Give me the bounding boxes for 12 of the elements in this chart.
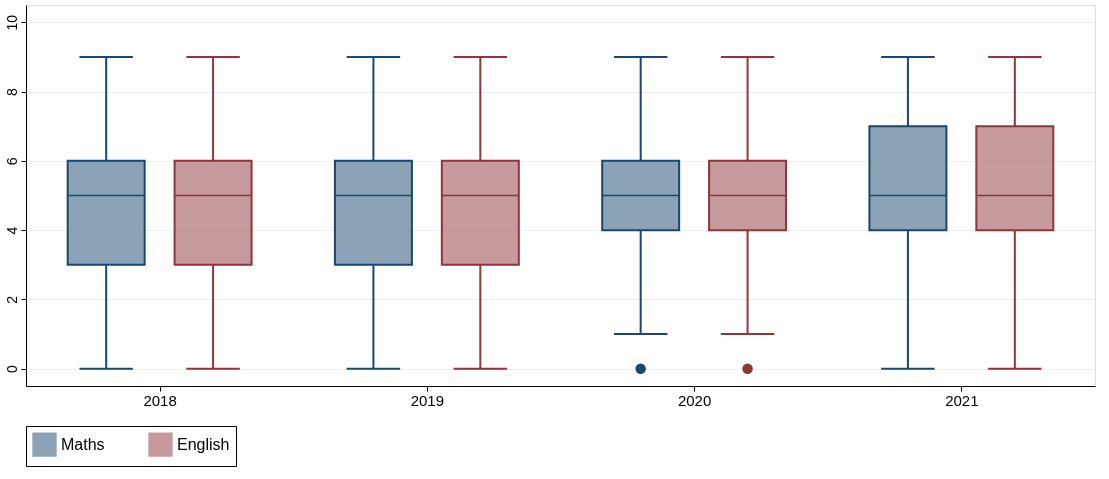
y-tick-label: 2: [3, 295, 20, 304]
y-tick-label: 10: [3, 14, 20, 31]
x-tick-label: 2019: [410, 391, 445, 409]
y-tick-label: 4: [3, 226, 20, 235]
x-tick-label: 2018: [143, 391, 177, 409]
legend-label: Maths: [61, 435, 105, 453]
x-tick-label: 2020: [677, 391, 712, 409]
y-tick-label: 0: [3, 365, 20, 374]
legend-label: English: [177, 435, 230, 453]
y-tick-label: 8: [3, 87, 20, 96]
x-tick-label: 2021: [945, 391, 979, 409]
y-tick-label: 6: [3, 157, 20, 166]
